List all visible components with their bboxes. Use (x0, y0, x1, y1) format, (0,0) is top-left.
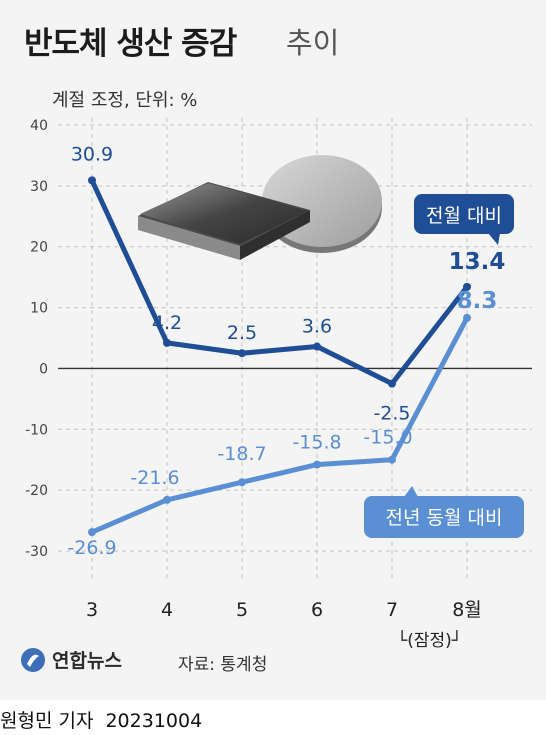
yonhap-logo-icon (21, 647, 45, 672)
x-tick-label: 4 (161, 599, 173, 621)
infographic-card: 반도체 생산 증감 추이 계절 조정, 단위: % 40 30 20 10 0 -10 -2… (0, 0, 546, 700)
data-label: -15.8 (292, 432, 341, 454)
x-tick-label: 6 (311, 599, 323, 621)
unit-note: 계절 조정, 단위: % (52, 90, 198, 111)
y-tick-label: -30 (25, 544, 48, 560)
legend-tag-pointer (404, 486, 418, 497)
legend-tag-bg (414, 194, 514, 234)
lines-layer (88, 176, 471, 537)
source-note: 자료: 통계청 (178, 655, 268, 675)
data-label: 8.3 (457, 288, 498, 314)
data-label: 13.4 (449, 249, 506, 275)
chip-top (140, 183, 308, 244)
provisional-note: └(잠정)┘ (397, 630, 462, 651)
y-tick-label: 20 (30, 240, 48, 256)
y-tick-label: 30 (30, 179, 48, 195)
data-point (463, 313, 471, 322)
legend-tag-pointer (488, 233, 500, 245)
data-point (388, 455, 396, 464)
data-point (463, 282, 471, 291)
byline: 원형민 기자 20231004 (0, 706, 546, 733)
publisher-name: 연합뉴스 (52, 650, 122, 672)
x-tick-label: 8월 (452, 599, 482, 621)
y-tick-label: 10 (30, 301, 48, 317)
data-point (388, 379, 396, 388)
chart-subtitle: 추이 (286, 26, 340, 60)
data-label: -26.9 (67, 537, 116, 559)
data-point (88, 528, 96, 537)
y-tick-label: 0 (39, 361, 48, 377)
legend-tag-bg (364, 496, 524, 538)
data-point (313, 342, 321, 351)
data-label: 4.2 (152, 312, 182, 334)
data-point (238, 478, 246, 487)
semiconductor-illustration (138, 155, 382, 260)
data-point (88, 176, 96, 185)
y-tick-label: -10 (25, 422, 48, 438)
x-tick-label: 5 (236, 599, 248, 621)
data-label: 3.6 (302, 316, 332, 338)
y-tick-label: 40 (30, 118, 48, 134)
data-label: -18.7 (217, 443, 266, 465)
data-point (163, 338, 171, 347)
data-point (313, 460, 321, 469)
data-label: -15.0 (363, 427, 412, 449)
labels-layer: 30.9 4.2 2.5 3.6 -2.5 13.4 -26.9 -21.6 -18.7 -15.… (67, 143, 524, 559)
y-tick-label: -20 (25, 483, 48, 499)
chip-side-front (138, 216, 240, 260)
data-label: 2.5 (227, 322, 257, 344)
data-label: -21.6 (130, 467, 179, 489)
data-point (163, 495, 171, 504)
data-label: 30.9 (71, 143, 113, 165)
x-tick-label: 7 (386, 599, 398, 621)
data-label: -2.5 (373, 403, 410, 425)
x-tick-label: 3 (86, 599, 98, 621)
author: 원형민 기자 (0, 710, 94, 732)
legend-label: 전년 동월 대비 (386, 507, 503, 529)
publisher-logo: 연합뉴스 (20, 646, 122, 673)
data-point (238, 349, 246, 358)
legend-label: 전월 대비 (426, 205, 502, 227)
chip-side-right (240, 210, 310, 260)
chart-title: 반도체 생산 증감 (24, 26, 237, 62)
grid-layer: 40 30 20 10 0 -10 -20 -30 3 4 5 6 7 8월 └(잠정)┘ (25, 118, 532, 651)
series-line-0 (89, 179, 469, 387)
series-line-1 (91, 316, 470, 535)
date: 20231004 (105, 710, 203, 732)
